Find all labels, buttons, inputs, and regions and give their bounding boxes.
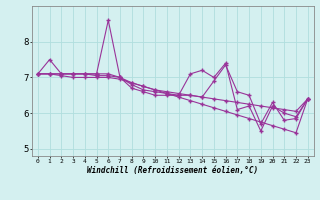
- X-axis label: Windchill (Refroidissement éolien,°C): Windchill (Refroidissement éolien,°C): [87, 166, 258, 175]
